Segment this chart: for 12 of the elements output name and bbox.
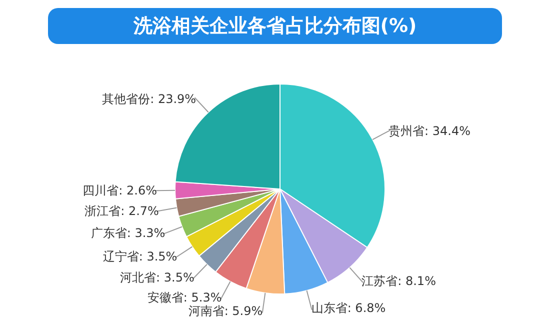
slice-label: 安徽省: 5.3% [147, 290, 222, 304]
slice-label: 辽宁省: 3.5% [102, 250, 178, 264]
chart-title: 洗浴相关企业各省占比分布图(%) [48, 8, 502, 44]
slice-label: 山东省: 6.8% [311, 300, 386, 315]
slice-label: 浙江省: 2.7% [84, 204, 159, 218]
slice-label: 其他省份: 23.9% [102, 92, 196, 106]
slice-label: 河南省: 5.9% [188, 304, 263, 318]
slice-label: 河北省: 3.5% [120, 270, 194, 284]
slice-label: 四川省: 2.6% [82, 184, 158, 198]
slice-label: 广东省: 3.3% [90, 226, 166, 240]
slice-label: 江苏省: 8.1% [362, 274, 436, 288]
slice-label: 贵州省: 34.4% [388, 124, 471, 138]
